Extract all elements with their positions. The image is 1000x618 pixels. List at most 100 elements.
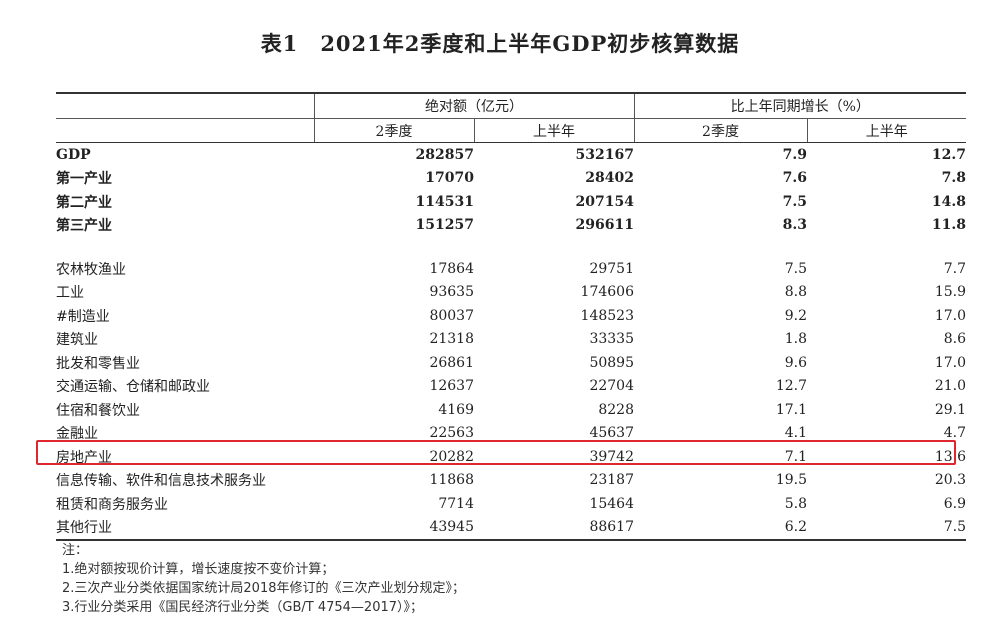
cell-value: 21318: [429, 331, 474, 348]
cell-value: 39742: [589, 448, 634, 465]
cell-value: 8.3: [782, 217, 807, 234]
row-label: 住宿和餐饮业: [56, 402, 140, 419]
cell-value: 5.8: [784, 495, 807, 512]
cell-value: 4.1: [784, 425, 807, 442]
cell-value: 11868: [429, 472, 474, 489]
header-absolute: 绝对额（亿元）: [313, 92, 634, 119]
table-row: 建筑业 21318 33335 1.8 8.6: [56, 328, 966, 352]
cell-value: 296611: [575, 217, 634, 234]
cell-value: 15.9: [934, 284, 966, 301]
cell-value: 12.7: [775, 378, 807, 395]
table-row: 第三产业 151257 296611 8.3 11.8: [56, 214, 966, 238]
cell-value: 11.8: [931, 217, 966, 234]
row-label: 批发和零售业: [56, 355, 140, 372]
header-growth: 比上年同期增长（%）: [633, 92, 966, 119]
cell-value: 148523: [580, 307, 634, 324]
cell-value: 8228: [598, 401, 634, 418]
cell-value: 7.6: [782, 170, 807, 187]
row-label: 第一产业: [56, 171, 112, 188]
table-row: 金融业 22563 45637 4.1 4.7: [56, 422, 966, 446]
cell-value: 174606: [580, 284, 634, 301]
spacer-cell: [56, 237, 966, 257]
cell-value: 14.8: [931, 193, 966, 210]
gdp-table: 绝对额（亿元） 比上年同期增长（%） 2季度 上半年 2季度 上半年 GDP 28…: [56, 92, 966, 541]
note-item: 1.绝对额按现价计算，增长速度按不变价计算；: [62, 562, 335, 577]
table-title: 表1 2021年2季度和上半年GDP初步核算数据: [0, 28, 1000, 58]
cell-value: 17864: [429, 260, 474, 277]
table-row: 交通运输、仓储和邮政业 12637 22704 12.7 21.0: [56, 375, 966, 399]
cell-value: 22563: [429, 425, 474, 442]
header-empty-cell: [56, 92, 314, 119]
cell-value: 17.1: [775, 401, 807, 418]
table-row: #制造业 80037 148523 9.2 17.0: [56, 304, 966, 328]
cell-value: 12.7: [931, 146, 966, 163]
header-row-sub: 2季度 上半年 2季度 上半年: [56, 118, 966, 143]
header-q2-abs: 2季度: [313, 118, 474, 143]
cell-value: 19.5: [775, 472, 807, 489]
cell-value: 12637: [429, 378, 474, 395]
row-label: 第三产业: [56, 218, 112, 235]
table-row: 批发和零售业 26861 50895 9.6 17.0: [56, 351, 966, 375]
cell-value: 8.8: [784, 284, 807, 301]
cell-value: 9.2: [784, 307, 807, 324]
cell-value: 45637: [589, 425, 634, 442]
header-h1-growth: 上半年: [806, 118, 966, 143]
note-item: 2.三次产业分类依据国家统计局2018年修订的《三次产业划分规定》；: [62, 581, 465, 596]
cell-value: 7.7: [943, 260, 966, 277]
cell-value: 8.6: [943, 331, 966, 348]
cell-value: 17070: [425, 170, 474, 187]
note-item: 3.行业分类采用《国民经济行业分类（GB/T 4754—2017）》；: [62, 600, 424, 615]
cell-value: 282857: [415, 146, 474, 163]
cell-value: 15464: [589, 495, 634, 512]
table-row: 租赁和商务服务业 7714 15464 5.8 6.9: [56, 492, 966, 516]
row-label: 第二产业: [56, 194, 112, 211]
row-label: 工业: [56, 285, 84, 302]
table-title-text: 2021年2季度和上半年GDP初步核算数据: [320, 31, 740, 56]
table-row: 工业 93635 174606 8.8 15.9: [56, 281, 966, 305]
cell-value: 26861: [429, 354, 474, 371]
table-row: 住宿和餐饮业 4169 8228 17.1 29.1: [56, 398, 966, 422]
row-label: 信息传输、软件和信息技术服务业: [56, 473, 266, 490]
cell-value: 21.0: [934, 378, 966, 395]
row-label: 交通运输、仓储和邮政业: [56, 379, 210, 396]
cell-value: 7.5: [782, 193, 807, 210]
table-row: 第二产业 114531 207154 7.5 14.8: [56, 190, 966, 214]
cell-value: 7.9: [782, 146, 807, 163]
cell-value: 50895: [589, 354, 634, 371]
cell-value: 6.9: [943, 495, 966, 512]
cell-value: 17.0: [934, 307, 966, 324]
cell-value: 1.8: [784, 331, 807, 348]
table-number: 表1: [260, 31, 299, 56]
row-label: #制造业: [56, 308, 110, 325]
cell-value: 7.5: [807, 515, 966, 541]
table-row: 农林牧渔业 17864 29751 7.5 7.7: [56, 257, 966, 281]
cell-value: 20282: [429, 448, 474, 465]
cell-value: 43945: [314, 515, 474, 541]
table-row: GDP 282857 532167 7.9 12.7: [56, 143, 966, 167]
notes-head: 注：: [62, 543, 89, 558]
cell-value: 7.1: [784, 448, 807, 465]
cell-value: 532167: [575, 146, 634, 163]
cell-value: 4169: [438, 401, 474, 418]
cell-value: 22704: [589, 378, 634, 395]
table-row: 第一产业 17070 28402 7.6 7.8: [56, 167, 966, 191]
cell-value: 33335: [589, 331, 634, 348]
cell-value: 28402: [585, 170, 634, 187]
header-row-group: 绝对额（亿元） 比上年同期增长（%）: [56, 92, 966, 119]
cell-value: 114531: [415, 193, 474, 210]
cell-value: 17.0: [934, 354, 966, 371]
cell-value: 80037: [429, 307, 474, 324]
table-row: 信息传输、软件和信息技术服务业 11868 23187 19.5 20.3: [56, 469, 966, 493]
header-q2-growth: 2季度: [633, 118, 807, 143]
cell-value: 29.1: [934, 401, 966, 418]
row-label: 其他行业: [56, 515, 314, 541]
cell-value: 7.8: [941, 170, 966, 187]
cell-value: 29751: [589, 260, 634, 277]
row-label: 房地产业: [56, 449, 112, 466]
cell-value: 9.6: [784, 354, 807, 371]
cell-value: 20.3: [934, 472, 966, 489]
row-label: 金融业: [56, 426, 98, 443]
cell-value: 207154: [575, 193, 634, 210]
cell-value: 7.5: [784, 260, 807, 277]
notes: 注： 1.绝对额按现价计算，增长速度按不变价计算； 2.三次产业分类依据国家统计…: [62, 541, 465, 617]
